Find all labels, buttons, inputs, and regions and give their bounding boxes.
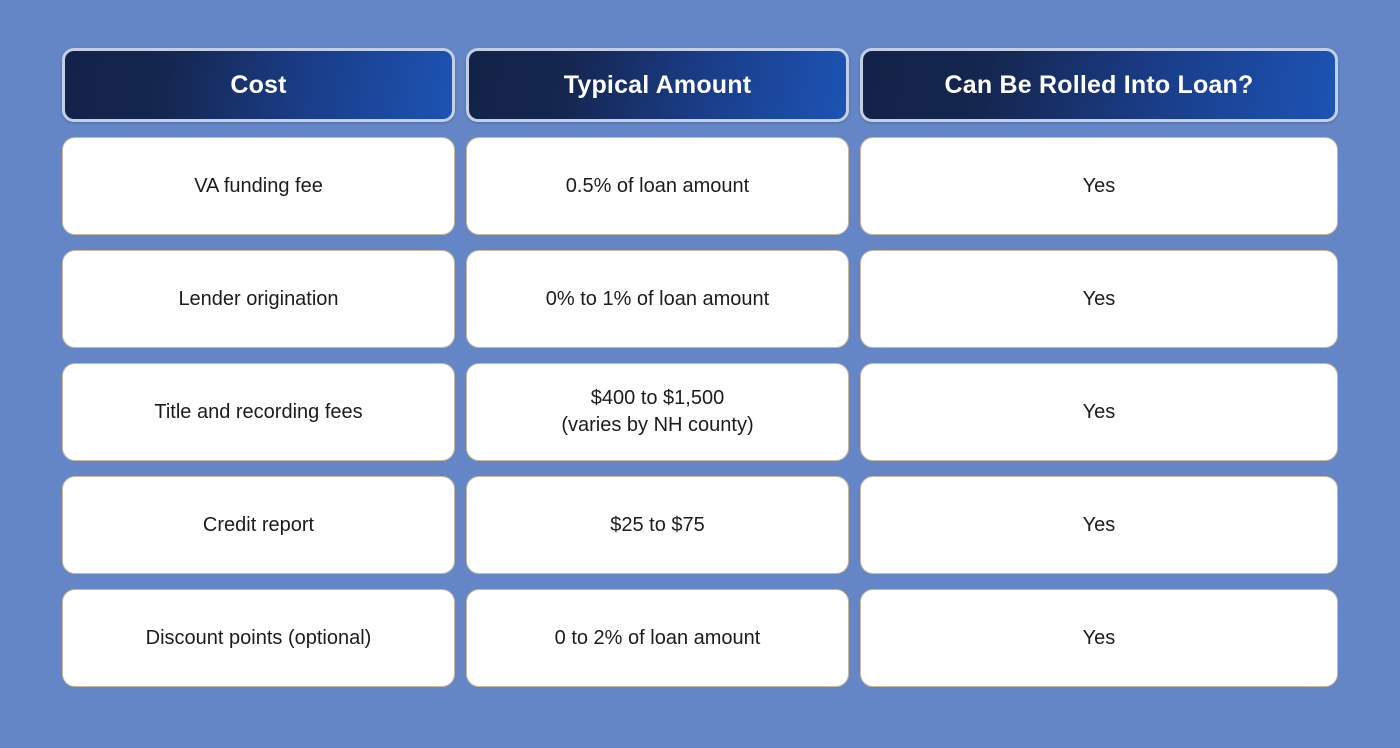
table-row: Credit report (62, 476, 455, 574)
table-row: 0.5% of loan amount (466, 137, 849, 235)
table-row: $25 to $75 (466, 476, 849, 574)
table-row: 0% to 1% of loan amount (466, 250, 849, 348)
table-row: Yes (860, 476, 1338, 574)
cell-cost: Lender origination (178, 287, 339, 310)
cell-cost: Credit report (202, 513, 315, 536)
cell-typical-amount: 0 to 2% of loan amount (554, 626, 761, 649)
cell-typical-amount: $400 to $1,500 (varies by NH county) (561, 387, 754, 436)
table-header-cost: Cost (62, 48, 455, 122)
table-row: Yes (860, 250, 1338, 348)
table-row: Title and recording fees (62, 363, 455, 461)
table-row: Discount points (optional) (62, 589, 455, 687)
cell-cost: Discount points (optional) (145, 626, 372, 649)
cell-typical-amount: $25 to $75 (610, 513, 705, 536)
cell-rolled-into-loan: Yes (1082, 513, 1116, 536)
table-row: Yes (860, 589, 1338, 687)
column-header-label: Typical Amount (563, 70, 752, 99)
table-row: 0 to 2% of loan amount (466, 589, 849, 687)
cell-typical-amount: 0% to 1% of loan amount (545, 287, 770, 310)
table-header-can-be-rolled-into-loan: Can Be Rolled Into Loan? (860, 48, 1338, 122)
table-header-typical-amount: Typical Amount (466, 48, 849, 122)
cell-cost: Title and recording fees (154, 400, 363, 423)
cell-rolled-into-loan: Yes (1082, 174, 1116, 197)
table-row: Yes (860, 363, 1338, 461)
table-grid: Cost Typical Amount Can Be Rolled Into L… (62, 48, 1338, 687)
cell-rolled-into-loan: Yes (1082, 287, 1116, 310)
cost-comparison-table: Cost Typical Amount Can Be Rolled Into L… (62, 48, 1338, 694)
column-header-label: Can Be Rolled Into Loan? (944, 70, 1254, 99)
cell-rolled-into-loan: Yes (1082, 626, 1116, 649)
cell-rolled-into-loan: Yes (1082, 400, 1116, 423)
table-row: VA funding fee (62, 137, 455, 235)
table-row: $400 to $1,500 (varies by NH county) (466, 363, 849, 461)
table-row: Yes (860, 137, 1338, 235)
cell-cost: VA funding fee (194, 174, 323, 197)
cell-typical-amount: 0.5% of loan amount (565, 174, 750, 197)
table-row: Lender origination (62, 250, 455, 348)
column-header-label: Cost (230, 70, 287, 99)
